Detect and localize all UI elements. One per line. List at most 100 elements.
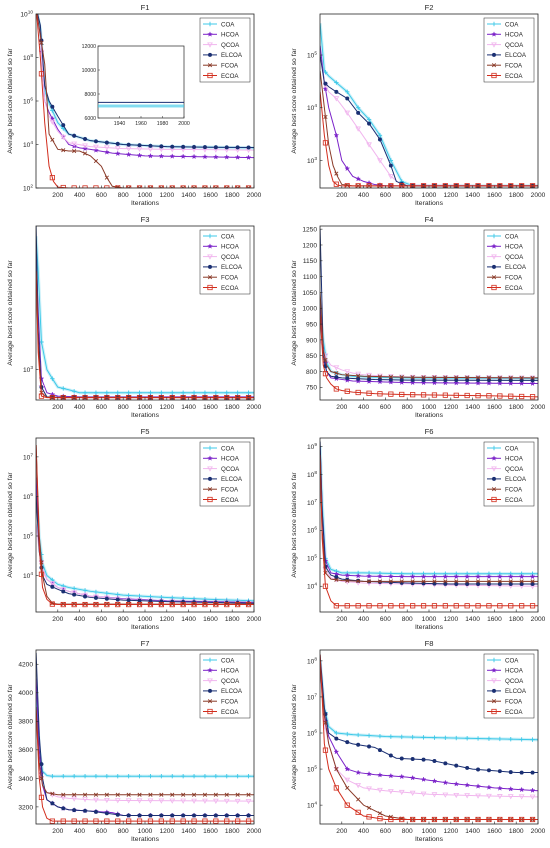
fcoa-marker [465, 375, 470, 380]
elcoa-marker [213, 145, 218, 150]
legend-label: COA [505, 445, 519, 452]
elcoa-marker [334, 736, 339, 741]
y-tick-label: 3200 [18, 804, 33, 811]
elcoa-marker [72, 133, 77, 138]
x-tick-label: 1200 [443, 616, 458, 623]
hcoa-marker [212, 153, 219, 160]
qcoa-marker [114, 798, 121, 804]
fcoa-marker [39, 40, 44, 45]
elcoa-marker [202, 145, 207, 150]
y-axis-label: Average best score obtained so far [291, 48, 298, 154]
ecoa-marker [71, 818, 77, 824]
legend-label: ECOA [221, 709, 239, 716]
hcoa-marker [420, 573, 427, 580]
fcoa-marker [191, 792, 197, 797]
legend-item-elcoa: ELCOA [203, 476, 243, 483]
elcoa-marker [93, 809, 98, 814]
y-tick-label: 108 [307, 470, 317, 479]
hcoa-marker [158, 153, 165, 159]
qcoa-marker [202, 798, 208, 804]
legend: COA HCOA QCOA ELCOA FCOA ECOA [199, 653, 251, 719]
series-line [36, 707, 254, 796]
qcoa-marker [344, 777, 351, 783]
qcoa-marker [387, 174, 394, 180]
series-line [36, 14, 254, 188]
elcoa-marker [334, 575, 339, 580]
inset-y-tick-label: 10000 [82, 68, 97, 74]
y-tick-label: 900 [306, 337, 317, 344]
elcoa-marker [530, 770, 535, 775]
legend-item-ecoa: ECOA [487, 285, 523, 292]
fcoa-marker [497, 375, 502, 380]
legend-item-hcoa: HCOA [203, 31, 240, 39]
y-tick-label: 1050 [302, 290, 317, 297]
qcoa-marker [491, 678, 497, 684]
x-tick-label: 200 [52, 404, 63, 411]
ecoa-marker [322, 747, 329, 753]
legend-item-coa: COA [487, 21, 519, 28]
elcoa-marker [367, 121, 372, 126]
elcoa-marker [486, 768, 491, 773]
fcoa-marker [202, 185, 208, 188]
ecoa-marker [486, 393, 492, 399]
y-tick-label: 108 [307, 656, 317, 665]
qcoa-marker [158, 798, 165, 804]
fcoa-marker [486, 375, 492, 380]
y-tick-label: 3600 [18, 747, 33, 754]
ecoa-marker [191, 185, 197, 188]
ecoa-marker [344, 603, 350, 609]
x-tick-label: 1400 [181, 192, 196, 199]
legend-item-ecoa: ECOA [487, 709, 523, 716]
y-tick-label: 4000 [18, 690, 33, 697]
legend-label: FCOA [505, 487, 523, 494]
coa-marker [475, 736, 481, 741]
coa-marker [377, 133, 383, 138]
elcoa-marker [476, 767, 481, 772]
legend-label: QCOA [221, 678, 240, 685]
series-elcoa [36, 652, 254, 818]
fcoa-marker [115, 792, 120, 797]
qcoa-marker [333, 766, 340, 773]
fcoa-marker [432, 579, 437, 584]
x-tick-label: 1400 [465, 616, 480, 623]
series-line [320, 54, 538, 187]
hcoa-marker [234, 154, 241, 160]
fcoa-marker [377, 811, 383, 816]
hcoa-marker [333, 570, 340, 577]
elcoa-marker [345, 740, 350, 745]
elcoa-marker [208, 52, 212, 57]
legend-box [199, 441, 251, 507]
qcoa-marker [333, 96, 340, 102]
elcoa-marker [486, 378, 491, 383]
qcoa-marker [82, 797, 88, 803]
x-axis-label: Iterations [415, 836, 444, 843]
inset-x-tick-label: 1940 [114, 121, 126, 127]
qcoa-marker [507, 794, 514, 800]
ecoa-marker [344, 802, 350, 808]
ecoa-marker [529, 183, 536, 188]
legend-label: HCOA [505, 32, 524, 39]
qcoa-marker [49, 119, 56, 125]
ecoa-marker [475, 183, 481, 188]
coa-marker [93, 589, 99, 595]
legend-label: QCOA [505, 254, 524, 261]
qcoa-marker [333, 365, 340, 371]
qcoa-marker [114, 146, 121, 152]
legend-item-qcoa: QCOA [487, 466, 524, 473]
legend-item-elcoa: ELCOA [203, 264, 243, 271]
hcoa-marker [453, 780, 460, 787]
ecoa-marker [49, 601, 55, 607]
fcoa-marker [366, 805, 372, 810]
series-layer [320, 441, 538, 609]
ecoa-marker [60, 818, 66, 824]
elcoa-marker [421, 757, 426, 762]
series-ecoa [36, 709, 254, 824]
ecoa-marker [475, 393, 481, 399]
fcoa-marker [224, 792, 229, 797]
y-tick-label: 106 [23, 96, 33, 105]
legend-label: FCOA [221, 699, 239, 706]
legend-label: ELCOA [221, 476, 243, 483]
elcoa-marker [356, 742, 361, 747]
fcoa-marker [207, 63, 213, 68]
ecoa-marker [497, 603, 503, 609]
